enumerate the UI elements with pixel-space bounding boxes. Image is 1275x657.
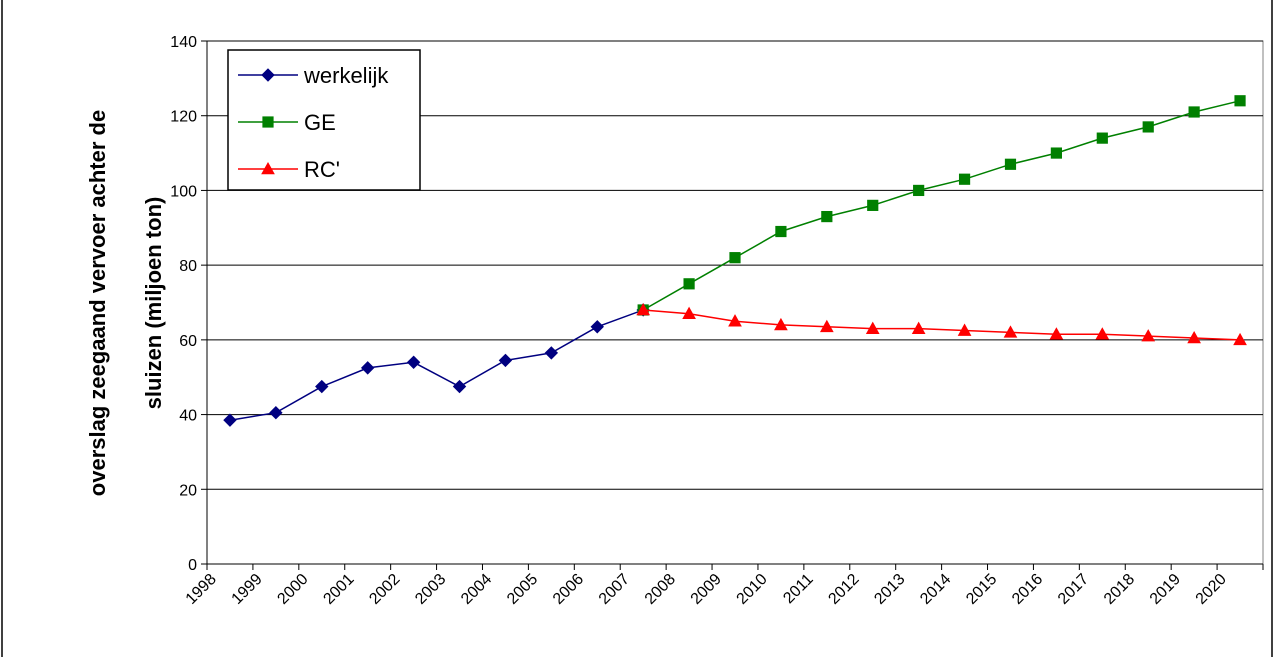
legend-marker [262, 116, 274, 128]
legend-marker [261, 161, 275, 175]
data-point [821, 210, 833, 223]
data-point [911, 321, 926, 334]
y-tick-label: 20 [179, 482, 197, 499]
y-axis-label-line: overslag zeegaand vervoer achter de [85, 110, 110, 496]
x-tick-label: 2006 [550, 571, 587, 608]
x-tick-label: 2015 [963, 571, 1000, 608]
series-ge [637, 95, 1246, 316]
series-line [229, 309, 644, 421]
x-tick-label: 2003 [412, 571, 449, 608]
legend-label: werkelijk [303, 63, 389, 88]
data-point [452, 379, 467, 394]
x-tick-label: 2000 [274, 571, 311, 608]
legend-label: RC' [304, 157, 340, 182]
x-tick-label: 2016 [1009, 571, 1046, 608]
data-point [1188, 106, 1200, 118]
data-point [913, 184, 925, 197]
x-tick-label: 2018 [1101, 571, 1138, 608]
series-line [643, 309, 1241, 341]
x-tick-label: 1999 [229, 571, 266, 608]
data-point [774, 317, 788, 331]
y-tick-label: 40 [179, 408, 197, 425]
data-point [406, 355, 421, 369]
data-point [682, 306, 696, 320]
data-point [1003, 325, 1018, 338]
x-tick-label: 2013 [871, 571, 908, 608]
data-point [498, 353, 513, 368]
x-tick-label: 2008 [642, 571, 679, 608]
data-point [1004, 158, 1017, 170]
x-tick-label: 2010 [734, 571, 771, 608]
legend-item: werkelijk [238, 63, 389, 88]
data-point [1141, 329, 1156, 342]
data-point [1095, 327, 1110, 340]
legend-marker [261, 68, 275, 82]
x-tick-label: 2014 [917, 571, 954, 608]
series-werkelijk [223, 303, 650, 427]
data-point [590, 320, 604, 334]
data-point [1096, 132, 1108, 144]
data-point [1234, 95, 1246, 107]
data-point [315, 379, 329, 394]
data-point [1050, 147, 1062, 159]
x-tick-label: 2004 [458, 571, 495, 608]
data-point [1187, 330, 1201, 344]
data-point [865, 321, 880, 334]
x-tick-label: 2011 [780, 571, 816, 607]
x-tick-label: 2009 [688, 571, 725, 608]
data-point [729, 252, 741, 264]
x-tick-label: 2012 [825, 571, 862, 608]
data-point [1049, 327, 1064, 340]
data-point [683, 278, 695, 290]
data-point [269, 405, 283, 420]
data-point [544, 346, 559, 360]
x-tick-label: 2001 [320, 571, 357, 608]
x-tick-label: 2017 [1055, 571, 1092, 608]
x-tick-label: 2007 [596, 571, 633, 608]
legend: werkelijk GE RC' [227, 49, 421, 191]
y-tick-label: 140 [170, 34, 197, 51]
x-tick-label: 1998 [183, 571, 220, 608]
y-axis-label-line: sluizen (miljoen ton) [141, 197, 166, 410]
y-tick-label: 100 [170, 183, 197, 200]
x-tick-label: 2019 [1147, 571, 1184, 608]
y-tick-label: 80 [179, 258, 197, 275]
data-point [360, 361, 375, 375]
legend-label: GE [304, 110, 336, 135]
y-tick-label: 120 [170, 109, 197, 126]
y-tick-label: 0 [188, 557, 197, 574]
data-point [957, 323, 972, 336]
data-point [775, 225, 787, 238]
data-point [223, 413, 237, 427]
data-point [1142, 121, 1154, 133]
legend-item: RC' [238, 157, 340, 182]
data-point [867, 199, 879, 211]
series-rc [636, 302, 1247, 346]
y-axis-label: overslag zeegaand vervoer achter de sluiz… [85, 110, 166, 496]
series-line [642, 100, 1241, 311]
data-point [1233, 332, 1247, 346]
legend-box [227, 49, 421, 191]
data-point [958, 173, 971, 185]
y-tick-label: 60 [179, 333, 197, 350]
x-tick-label: 2005 [504, 571, 541, 608]
legend-item: GE [238, 110, 336, 135]
x-tick-label: 2002 [366, 571, 403, 608]
x-tick-label: 2020 [1193, 571, 1230, 608]
data-point [819, 319, 834, 333]
data-point [728, 314, 742, 327]
series-layer [223, 95, 1247, 427]
data-point [636, 302, 651, 316]
